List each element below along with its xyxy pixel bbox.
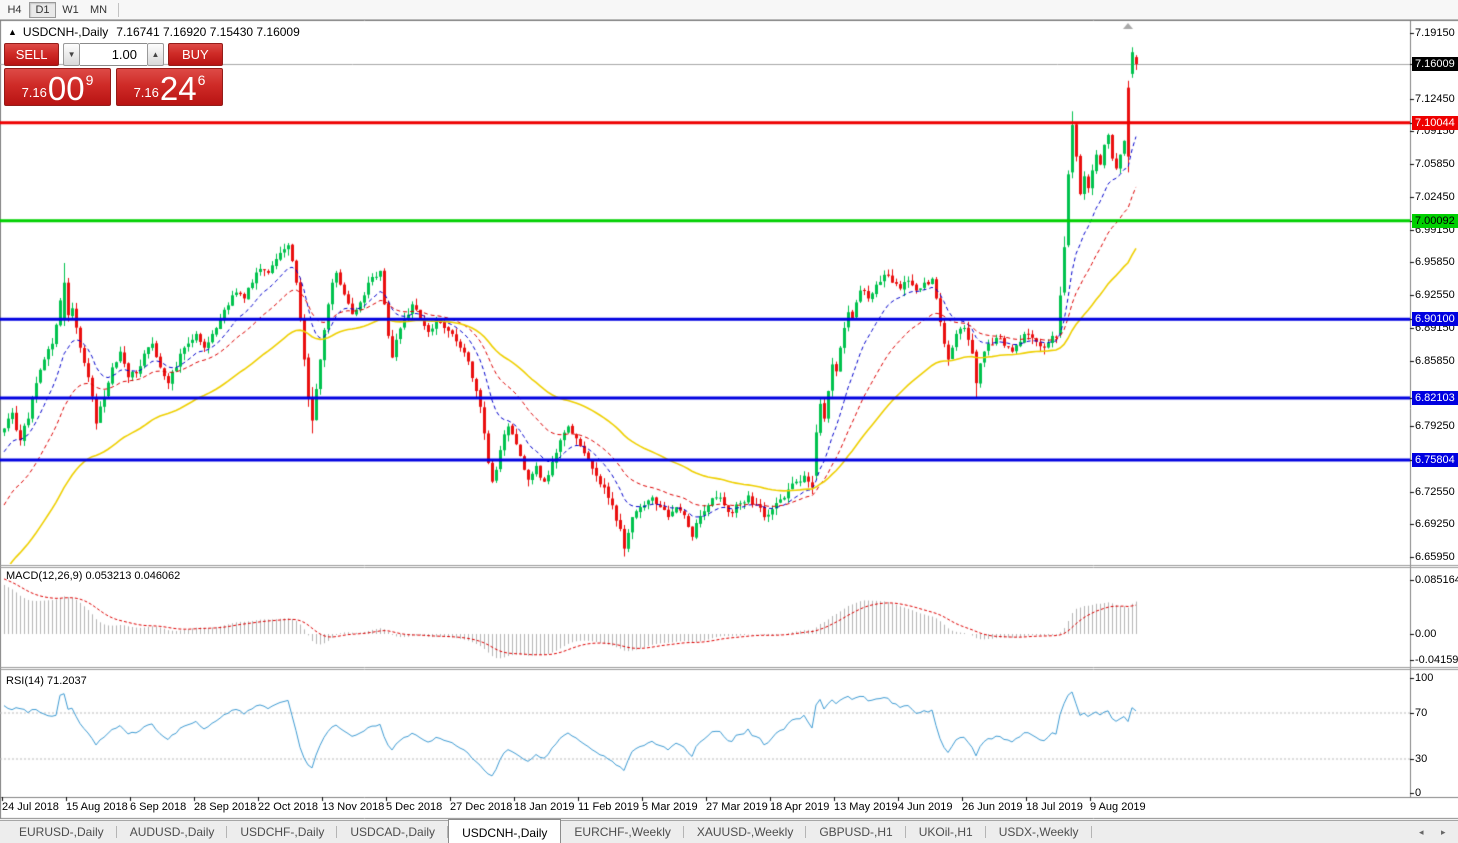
timeframe-d1-button[interactable]: D1: [29, 1, 56, 18]
macd-label: MACD(12,26,9) 0.053213 0.046062: [6, 570, 181, 582]
tabs-scroll-left-icon[interactable]: ◂: [1419, 827, 1424, 837]
chart-ohlc-label: 7.16741 7.16920 7.15430 7.16009: [116, 25, 300, 39]
sell-price-prefix: 7.16: [21, 85, 47, 100]
tab-eurusd-daily[interactable]: EURUSD-,Daily: [6, 821, 117, 843]
toolbar-separator: [118, 2, 119, 17]
timeframe-h4-button[interactable]: H4: [7, 3, 22, 16]
rsi-label: RSI(14) 71.2037: [6, 675, 87, 687]
timeframe-toolbar: H4 D1 W1 MN: [0, 0, 1458, 20]
timeframe-w1-button[interactable]: W1: [62, 3, 79, 16]
chart-symbol-label: USDCNH-,Daily: [22, 25, 109, 39]
buy-button[interactable]: BUY: [167, 43, 223, 66]
timeframe-mn-button[interactable]: MN: [89, 3, 108, 16]
volume-input[interactable]: [80, 43, 147, 66]
volume-increase-button[interactable]: ▲: [147, 43, 164, 66]
tabs-scroll-right-icon[interactable]: ▸: [1441, 827, 1446, 837]
tab-usdx-weekly[interactable]: USDX-,Weekly: [986, 821, 1092, 843]
buy-price-pip: 6: [197, 72, 206, 88]
one-click-trading-panel: SELL ▼ ▲ BUY 7.16 00 9 7.16 24 6: [4, 43, 223, 106]
volume-decrease-button[interactable]: ▼: [63, 43, 80, 66]
sell-price-button[interactable]: 7.16 00 9: [4, 68, 111, 106]
tab-xauusd-weekly[interactable]: XAUUSD-,Weekly: [684, 821, 807, 843]
tab-eurchf-weekly[interactable]: EURCHF-,Weekly: [561, 821, 685, 843]
tab-usdcad-daily[interactable]: USDCAD-,Daily: [337, 821, 448, 843]
chart-title: ▲ USDCNH-,Daily 7.16741 7.16920 7.15430 …: [8, 25, 300, 39]
buy-price-big: 24: [159, 70, 197, 107]
tab-gbpusd-h1[interactable]: GBPUSD-,H1: [806, 821, 907, 843]
chart-tab-bar: EURUSD-,Daily AUDUSD-,Daily USDCHF-,Daily U…: [0, 819, 1458, 843]
sell-price-pip: 9: [85, 72, 94, 88]
one-click-panel-toggle-icon[interactable]: ▲: [8, 27, 17, 37]
buy-price-prefix: 7.16: [133, 85, 159, 100]
sell-button[interactable]: SELL: [4, 43, 60, 66]
tab-audusd-daily[interactable]: AUDUSD-,Daily: [117, 821, 228, 843]
buy-price-button[interactable]: 7.16 24 6: [116, 68, 223, 106]
sell-price-big: 00: [47, 70, 85, 107]
tab-usdchf-daily[interactable]: USDCHF-,Daily: [227, 821, 338, 843]
tab-ukoil-h1[interactable]: UKOil-,H1: [906, 821, 986, 843]
tab-usdcnh-daily[interactable]: USDCNH-,Daily: [448, 819, 562, 843]
